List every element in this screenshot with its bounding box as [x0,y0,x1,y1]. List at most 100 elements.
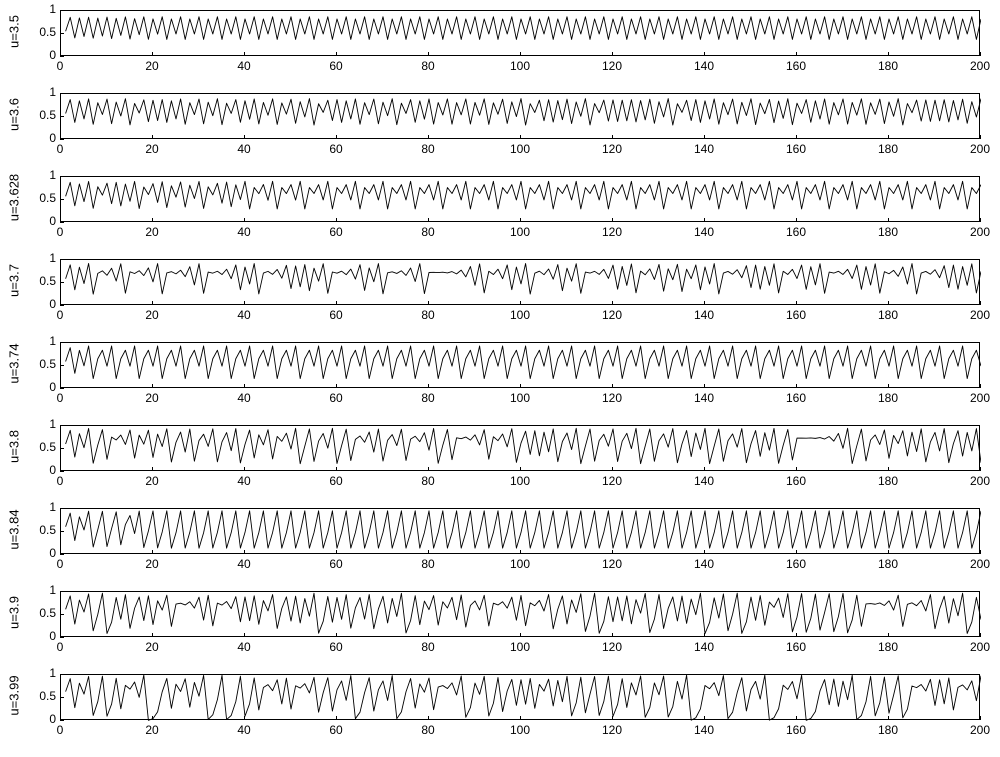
xtick-mark [428,467,429,471]
ytick-label: 0 [26,463,56,477]
xtick-label: 60 [329,474,342,488]
xtick-mark [60,218,61,222]
ytick-mark [60,674,64,675]
xtick-mark [428,716,429,720]
xtick-mark [888,550,889,554]
xtick-mark [60,135,61,139]
xtick-mark [60,301,61,305]
xtick-label: 200 [970,142,990,156]
xtick-label: 180 [878,557,898,571]
xtick-mark [244,716,245,720]
xtick-label: 20 [145,557,158,571]
xtick-mark [520,135,521,139]
ytick-label: 1 [26,168,56,182]
xtick-label: 160 [786,723,806,737]
xtick-mark [244,633,245,637]
ytick-label: 1 [26,417,56,431]
ytick-label: 0.5 [26,108,56,122]
xtick-mark [60,467,61,471]
xtick-mark [520,52,521,56]
subplot-3: u=3.700.51020406080100120140160180200 [0,259,1000,342]
xtick-mark [152,716,153,720]
xtick-label: 20 [145,723,158,737]
xtick-label: 100 [510,391,530,405]
series-line-0 [61,11,981,57]
xtick-mark [612,135,613,139]
ytick-mark [60,720,64,721]
plot-area-1 [60,93,980,139]
ytick-label: 0.5 [26,25,56,39]
xtick-label: 0 [57,557,64,571]
xtick-label: 40 [237,474,250,488]
ytick-label: 0 [26,380,56,394]
xtick-label: 0 [57,723,64,737]
xtick-label: 140 [694,142,714,156]
xtick-label: 0 [57,308,64,322]
xtick-mark [612,550,613,554]
ytick-mark [60,531,64,532]
ytick-mark [60,93,64,94]
ytick-label: 0.5 [26,440,56,454]
xtick-label: 180 [878,59,898,73]
xtick-mark [980,218,981,222]
xtick-mark [888,301,889,305]
xtick-label: 0 [57,142,64,156]
xtick-mark [244,550,245,554]
xtick-mark [704,384,705,388]
plot-area-4 [60,342,980,388]
xtick-label: 140 [694,557,714,571]
xtick-mark [612,384,613,388]
ytick-label: 0 [26,629,56,643]
xtick-label: 40 [237,557,250,571]
xtick-label: 20 [145,59,158,73]
ytick-mark [60,365,64,366]
xtick-label: 120 [602,474,622,488]
xtick-mark [612,52,613,56]
ytick-label: 0 [26,546,56,560]
xtick-label: 40 [237,391,250,405]
xtick-label: 180 [878,142,898,156]
xtick-mark [888,633,889,637]
subplot-7: u=3.900.51020406080100120140160180200 [0,591,1000,674]
ytick-label: 1 [26,334,56,348]
xtick-label: 200 [970,557,990,571]
xtick-mark [520,301,521,305]
xtick-mark [796,716,797,720]
ytick-mark [60,199,64,200]
xtick-mark [796,467,797,471]
xtick-mark [336,218,337,222]
xtick-mark [612,467,613,471]
ytick-mark [60,388,64,389]
xtick-label: 120 [602,142,622,156]
xtick-label: 180 [878,308,898,322]
xtick-mark [336,384,337,388]
ytick-mark [60,176,64,177]
xtick-mark [428,218,429,222]
ylabel-5: u=3.8 [7,417,22,477]
xtick-label: 160 [786,142,806,156]
xtick-label: 200 [970,225,990,239]
ytick-label: 0.5 [26,357,56,371]
xtick-mark [704,633,705,637]
ylabel-6: u=3.84 [7,500,22,560]
xtick-label: 60 [329,391,342,405]
xtick-label: 180 [878,391,898,405]
xtick-mark [612,301,613,305]
ytick-label: 1 [26,583,56,597]
xtick-label: 40 [237,308,250,322]
xtick-mark [520,384,521,388]
xtick-label: 40 [237,142,250,156]
ytick-mark [60,508,64,509]
ytick-label: 0 [26,297,56,311]
ytick-mark [60,139,64,140]
xtick-mark [796,218,797,222]
xtick-label: 200 [970,640,990,654]
xtick-mark [704,218,705,222]
xtick-label: 40 [237,723,250,737]
subplot-8: u=3.9900.51020406080100120140160180200 [0,674,1000,757]
xtick-label: 100 [510,723,530,737]
ytick-mark [60,305,64,306]
xtick-mark [888,135,889,139]
xtick-label: 20 [145,474,158,488]
xtick-mark [980,467,981,471]
